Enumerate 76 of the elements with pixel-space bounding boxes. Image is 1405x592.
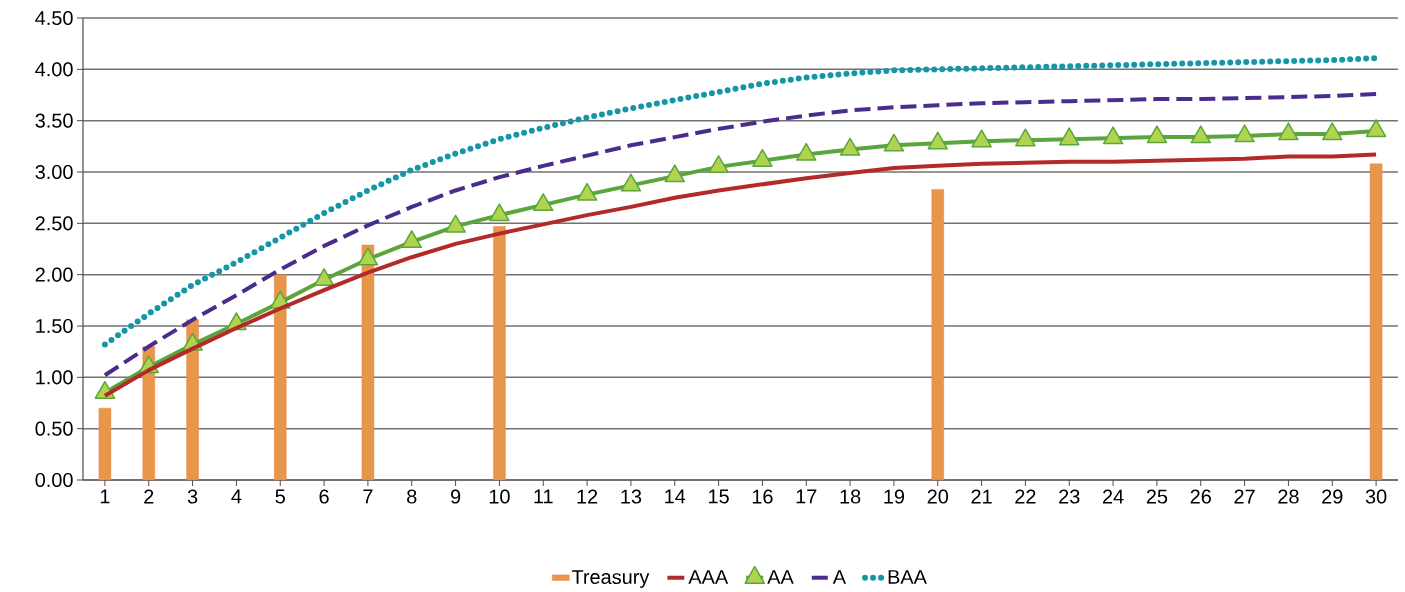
x-tick-label: 26 — [1190, 489, 1211, 504]
x-tick-label: 14 — [665, 489, 686, 504]
point — [708, 155, 729, 174]
y-tick-label: 2.50 — [35, 216, 73, 231]
point — [1102, 126, 1124, 145]
x-tick-label: 25 — [1146, 489, 1168, 504]
x-tick-label: 30 — [1365, 489, 1387, 504]
legend-label: BAA — [888, 570, 927, 584]
point — [489, 203, 510, 222]
point — [664, 164, 686, 183]
y-tick-label: 4.50 — [35, 10, 73, 26]
x-tick-label: 2 — [144, 489, 154, 504]
point — [1058, 127, 1080, 146]
y-tick-label: 3.00 — [35, 164, 73, 180]
bar — [361, 244, 375, 481]
point — [839, 137, 861, 156]
point — [357, 247, 379, 266]
x-tick-label: 29 — [1322, 489, 1343, 504]
x-tick-label: 3 — [187, 489, 198, 504]
x-tick-label: 5 — [275, 489, 285, 504]
point — [1278, 122, 1299, 141]
legend-label: Treasury — [571, 570, 650, 588]
y-tick-label: 1.50 — [36, 318, 73, 334]
point — [1015, 128, 1036, 147]
x-tick-label: 27 — [1234, 489, 1255, 504]
x-tick-label: 19 — [884, 489, 905, 504]
y-tick-label: 0.00 — [35, 472, 73, 488]
x-tick-label: 28 — [1278, 489, 1299, 504]
point — [1321, 122, 1343, 141]
point — [927, 131, 949, 150]
point — [620, 173, 642, 192]
x-tick-label: 11 — [534, 489, 553, 504]
x-tick-label: 12 — [577, 489, 598, 504]
y-tick-label: 1.00 — [36, 370, 73, 385]
point — [752, 148, 773, 167]
x-tick-label: 24 — [1103, 489, 1124, 504]
x-tick-label: 7 — [363, 489, 373, 504]
point — [1146, 125, 1168, 144]
x-tick-label: 20 — [927, 489, 949, 504]
point — [532, 193, 554, 212]
x-tick-label: 18 — [840, 489, 861, 504]
point — [1234, 124, 1255, 143]
x-tick-label: 8 — [407, 489, 417, 504]
point — [445, 214, 466, 233]
x-tick-label: 10 — [489, 489, 510, 504]
point — [883, 133, 905, 152]
y-tick-label: 0.50 — [35, 421, 73, 436]
y-tick-label: 3.50 — [35, 113, 73, 128]
point — [313, 268, 335, 287]
x-tick-label: 17 — [796, 489, 817, 504]
x-tick-label: 9 — [450, 489, 461, 504]
y-tick-label: 4.00 — [35, 62, 73, 77]
legend-label: AA — [767, 570, 794, 584]
bar — [1369, 163, 1383, 481]
point — [795, 142, 817, 161]
bar — [274, 274, 287, 481]
point — [576, 182, 598, 201]
bar — [98, 407, 112, 481]
point — [971, 129, 992, 148]
x-tick-label: 21 — [971, 489, 992, 504]
legend-label: A — [832, 570, 847, 584]
x-tick-label: 16 — [752, 489, 773, 504]
x-tick-label: 6 — [319, 489, 329, 504]
legend-label: AAA — [688, 570, 729, 584]
x-tick-label: 1 — [100, 489, 110, 504]
point — [1365, 119, 1387, 138]
x-tick-label: 4 — [231, 489, 242, 504]
bar — [931, 189, 944, 481]
x-tick-label: 15 — [709, 489, 729, 504]
bar — [493, 226, 506, 481]
x-tick-label: 13 — [621, 489, 642, 504]
point — [401, 230, 423, 249]
x-tick-label: 22 — [1015, 489, 1036, 504]
y-tick-label: 2.00 — [35, 267, 73, 282]
point — [1190, 125, 1212, 144]
x-tick-label: 23 — [1059, 489, 1080, 504]
